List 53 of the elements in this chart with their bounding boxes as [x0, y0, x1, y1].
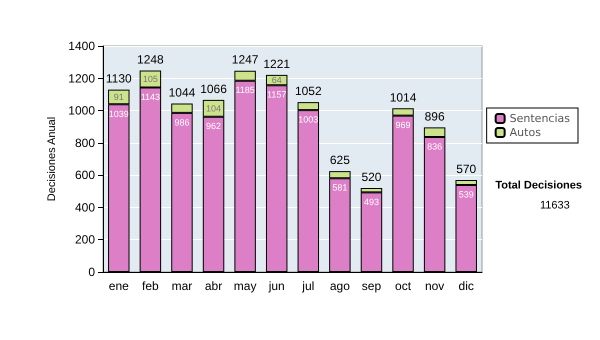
- y-tick-label: 800: [74, 136, 96, 150]
- x-tick-label: jul: [301, 279, 314, 293]
- legend-label: Autos: [510, 126, 542, 139]
- data-label: 539: [458, 189, 474, 200]
- x-tick-label: dic: [458, 279, 474, 293]
- data-label: 969: [396, 120, 411, 130]
- data-label: 105: [142, 74, 158, 84]
- legend-label: Sentencias: [510, 112, 570, 125]
- data-label: 91: [114, 92, 124, 102]
- text: Total Decisiones: [495, 180, 582, 192]
- total-label: 1066: [200, 82, 228, 96]
- data-label: 581: [332, 182, 348, 193]
- x-tick-label: abr: [204, 279, 222, 293]
- text: 11633: [540, 200, 570, 212]
- y-tick-label: 400: [74, 200, 96, 214]
- data-label: 104: [206, 103, 222, 114]
- y-tick-label: 1000: [68, 104, 96, 118]
- y-tick-label: 1200: [68, 71, 96, 86]
- data-label: 986: [174, 117, 190, 128]
- data-label: 64: [272, 75, 282, 86]
- data-label: 1039: [108, 108, 129, 119]
- total-label: 1044: [168, 85, 196, 100]
- data-label: 1157: [267, 90, 286, 100]
- x-tick-label: oct: [395, 279, 412, 293]
- total-label: 1014: [390, 90, 417, 104]
- x-tick-label: ago: [330, 279, 350, 293]
- data-label: 1003: [298, 114, 318, 125]
- y-axis-title: Decisiones Anual: [46, 116, 58, 202]
- x-tick-label: feb: [142, 279, 160, 293]
- x-tick-label: may: [234, 279, 256, 293]
- x-tick-label: jun: [268, 279, 285, 293]
- total-label: 625: [330, 153, 350, 168]
- x-tick-label: mar: [172, 279, 192, 293]
- total-label: 570: [456, 162, 477, 176]
- y-tick-label: 600: [74, 168, 96, 182]
- total-label: 1247: [232, 52, 259, 67]
- total-label: 520: [361, 170, 382, 184]
- y-tick-label: 0: [88, 265, 96, 279]
- total-label: 1130: [106, 72, 132, 86]
- y-tick-label: 200: [74, 232, 96, 247]
- data-label: 962: [206, 121, 222, 132]
- total-label: 1221: [263, 56, 290, 71]
- data-label: 1185: [235, 85, 255, 96]
- total-label: 1248: [137, 52, 164, 67]
- total-label: 896: [424, 109, 445, 124]
- data-label: 836: [427, 142, 442, 152]
- data-label: 493: [364, 196, 379, 207]
- data-label: 1143: [140, 92, 160, 102]
- total-label: 1052: [294, 84, 322, 98]
- x-tick-label: nov: [424, 279, 444, 293]
- y-tick-label: 1400: [68, 39, 96, 53]
- x-tick-label: ene: [108, 279, 130, 293]
- x-tick-label: sep: [362, 279, 382, 293]
